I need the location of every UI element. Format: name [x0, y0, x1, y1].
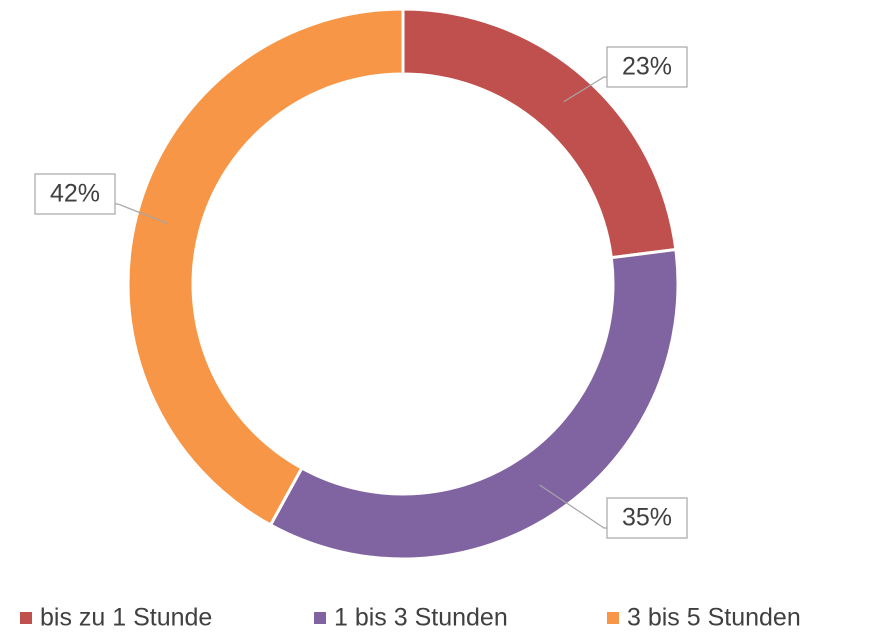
legend-swatch [314, 612, 326, 624]
legend-label: bis zu 1 Stunde [40, 604, 212, 632]
donut-segment [126, 7, 405, 528]
data-label: 42% [50, 180, 100, 208]
leader-line [539, 484, 607, 529]
leader-line [563, 76, 607, 103]
legend-label: 1 bis 3 Stunden [334, 604, 508, 632]
label-box [606, 497, 688, 539]
legend-swatch [607, 612, 619, 624]
data-label: 35% [622, 504, 672, 532]
donut-segment [401, 7, 678, 260]
legend-label: 3 bis 5 Stunden [627, 604, 801, 632]
legend-swatch [20, 612, 32, 624]
label-box [606, 46, 688, 88]
donut-segment [268, 247, 680, 561]
data-label: 23% [622, 53, 672, 81]
leader-line [115, 203, 168, 225]
label-box [34, 173, 116, 215]
